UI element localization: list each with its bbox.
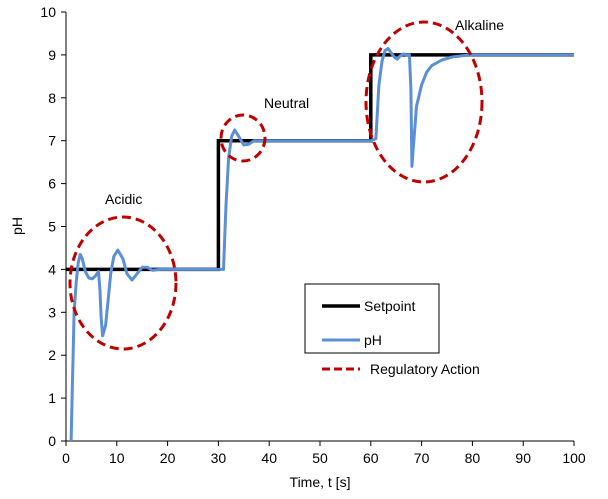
x-tick-label: 10 <box>109 450 125 466</box>
x-tick-label: 60 <box>363 450 379 466</box>
x-axis-ticks: 0 10 20 30 40 50 60 70 80 90 100 <box>62 441 586 466</box>
x-tick-label: 50 <box>312 450 328 466</box>
y-tick-label: 2 <box>48 347 56 363</box>
series-setpoint-line <box>66 53 574 272</box>
series-ph-line <box>69 47 574 442</box>
y-tick-label: 9 <box>48 47 56 63</box>
y-tick-label: 5 <box>48 219 56 235</box>
x-tick-label: 80 <box>465 450 481 466</box>
y-axis-ticks: 0 1 2 3 4 5 6 7 8 9 10 <box>40 4 66 449</box>
y-tick-label: 0 <box>48 433 56 449</box>
x-tick-label: 90 <box>515 450 531 466</box>
y-tick-label: 1 <box>48 390 56 406</box>
y-tick-label: 10 <box>40 4 56 20</box>
annotation-alkaline: Alkaline <box>455 17 504 33</box>
y-tick-label: 6 <box>48 176 56 192</box>
y-axis-title: pH <box>9 217 25 235</box>
x-tick-label: 100 <box>562 450 586 466</box>
annotation-neutral: Neutral <box>264 95 309 111</box>
y-tick-label: 7 <box>48 133 56 149</box>
legend: Setpoint pH Regulatory Action <box>304 283 480 377</box>
regulatory-action-ellipse-alkaline <box>364 20 484 184</box>
x-tick-label: 20 <box>160 450 176 466</box>
legend-label-regulatory-action: Regulatory Action <box>370 361 480 377</box>
x-tick-label: 30 <box>211 450 227 466</box>
x-axis-title: Time, t [s] <box>290 474 351 490</box>
regulatory-action-ellipse-neutral <box>219 113 267 163</box>
legend-label-setpoint: Setpoint <box>364 298 415 314</box>
x-tick-label: 0 <box>62 450 70 466</box>
legend-label-ph: pH <box>364 332 382 348</box>
y-tick-label: 3 <box>48 304 56 320</box>
regulatory-action-regions <box>68 20 484 351</box>
regulatory-action-ellipse-acidic <box>68 215 178 351</box>
y-tick-label: 8 <box>48 90 56 106</box>
annotation-acidic: Acidic <box>105 191 142 207</box>
y-tick-label: 4 <box>48 261 56 277</box>
x-tick-label: 40 <box>261 450 277 466</box>
x-tick-label: 70 <box>414 450 430 466</box>
